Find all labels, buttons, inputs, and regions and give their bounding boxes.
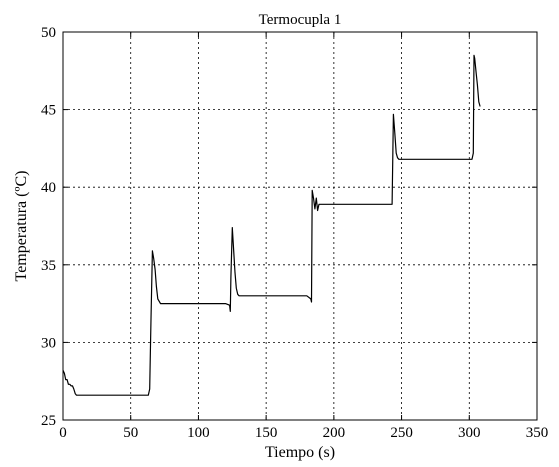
chart-title: Termocupla 1 — [259, 12, 342, 28]
y-tick-label: 30 — [41, 335, 56, 351]
series-layer — [62, 54, 481, 396]
x-tick-label: 200 — [323, 425, 346, 441]
y-tick-label: 45 — [41, 103, 56, 119]
y-tick-label: 25 — [41, 413, 56, 429]
x-axis-label: Tiempo (s) — [265, 444, 335, 461]
axis-ticks: 0 50 100 150 200 250 300 350 25 30 35 40 45 50 — [41, 25, 548, 441]
x-tick-label: 300 — [458, 425, 481, 441]
plot-frame — [62, 31, 538, 421]
y-axis-label: Temperatura (ºC) — [13, 171, 30, 282]
x-tick-label: 350 — [526, 425, 549, 441]
x-tick-label: 50 — [123, 425, 138, 441]
x-tick-label: 100 — [187, 425, 210, 441]
series-line-1 — [62, 54, 481, 396]
x-tick-label: 150 — [255, 425, 278, 441]
y-tick-label: 50 — [41, 25, 56, 41]
grid — [63, 32, 537, 420]
y-tick-label: 35 — [41, 258, 56, 274]
y-tick-label: 40 — [41, 180, 56, 196]
x-tick-label: 0 — [59, 425, 67, 441]
x-tick-label: 250 — [390, 425, 413, 441]
